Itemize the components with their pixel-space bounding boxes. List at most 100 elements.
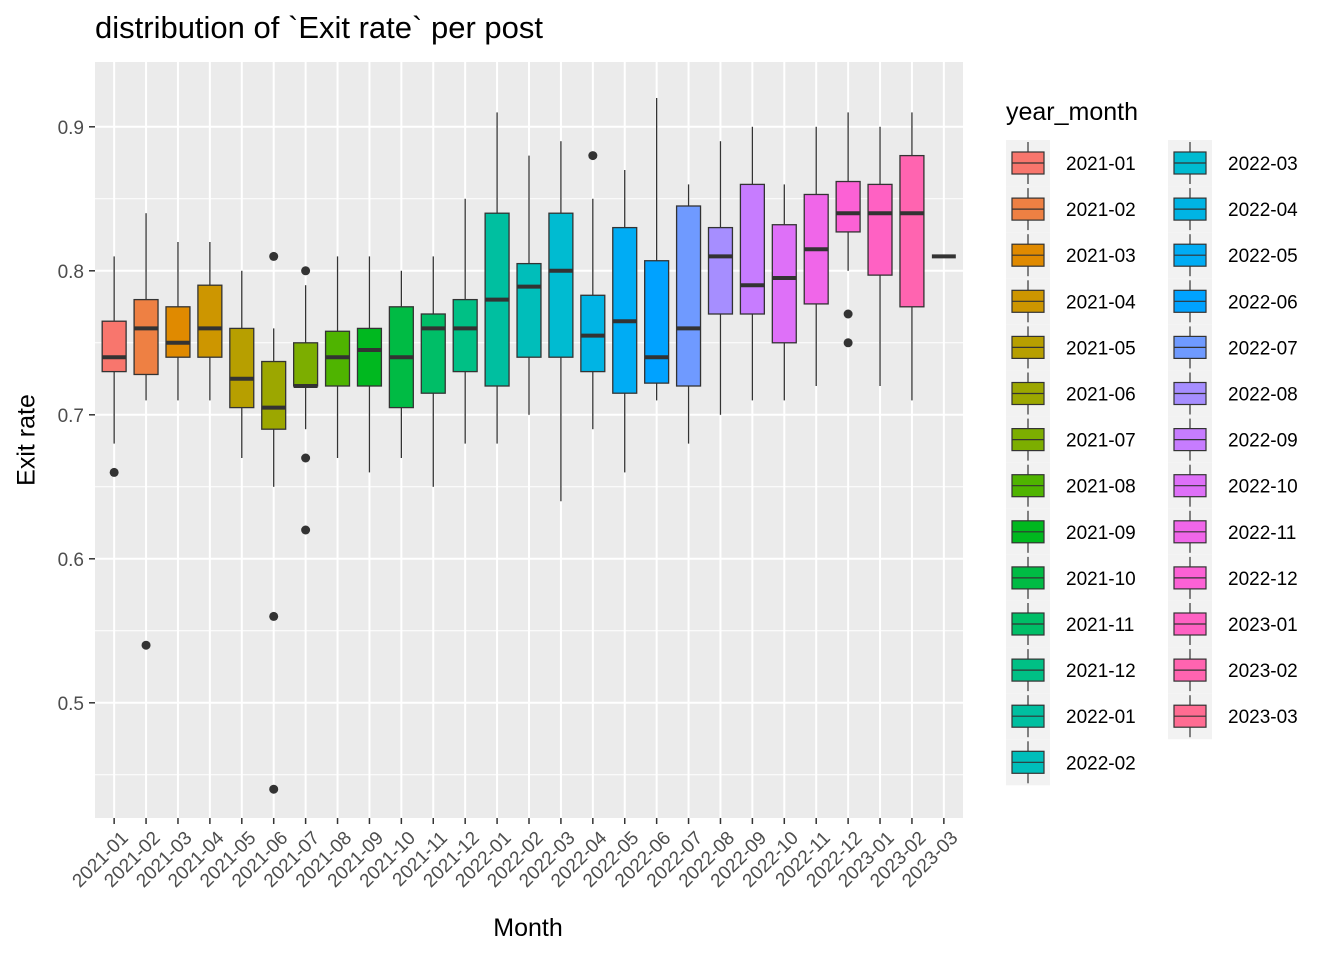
box-iqr bbox=[133, 298, 159, 376]
legend-item-2022-10: 2022-10 bbox=[1168, 462, 1298, 509]
legend-label: 2022-12 bbox=[1228, 569, 1298, 590]
chart-title: distribution of `Exit rate` per post bbox=[95, 10, 543, 45]
box-2021-06 bbox=[261, 251, 287, 794]
box-iqr bbox=[899, 154, 925, 308]
box-iqr bbox=[707, 226, 734, 315]
legend-label: 2023-02 bbox=[1228, 661, 1298, 682]
box-2021-09 bbox=[356, 256, 383, 473]
box-2021-12 bbox=[452, 198, 478, 444]
legend-item-2021-04: 2021-04 bbox=[1006, 278, 1136, 325]
box-iqr bbox=[197, 284, 223, 358]
outlier-point bbox=[301, 453, 311, 463]
legend-label: 2022-10 bbox=[1228, 477, 1298, 498]
x-axis: 2021-012021-022021-032021-042021-052021-… bbox=[69, 818, 962, 892]
box-iqr bbox=[356, 327, 383, 387]
legend-item-2022-02: 2022-02 bbox=[1006, 739, 1136, 786]
box-2022-11 bbox=[803, 126, 829, 386]
box-iqr bbox=[548, 212, 574, 358]
legend-item-2021-02: 2021-02 bbox=[1006, 186, 1136, 233]
legend-item-2022-03: 2022-03 bbox=[1168, 140, 1298, 186]
legend-label: 2021-06 bbox=[1066, 385, 1136, 406]
box-iqr bbox=[229, 327, 255, 409]
legend: 2021-01 2021-02 2021-03 2021-04 2021-05 2021-… bbox=[1006, 140, 1298, 786]
box-2022-12 bbox=[835, 112, 861, 348]
legend-item-2023-03: 2023-03 bbox=[1168, 693, 1298, 740]
legend-item-2023-01: 2023-01 bbox=[1168, 601, 1298, 647]
legend-label: 2022-06 bbox=[1228, 292, 1298, 313]
outlier-point bbox=[301, 525, 311, 535]
grid-major bbox=[95, 62, 963, 818]
box-2022-04 bbox=[580, 151, 606, 430]
box-iqr bbox=[261, 360, 287, 430]
outlier-point bbox=[269, 784, 279, 794]
legend-label: 2021-01 bbox=[1066, 154, 1136, 175]
box-2021-05 bbox=[229, 270, 255, 458]
box-2022-01 bbox=[484, 112, 510, 444]
outlier-point bbox=[588, 151, 598, 161]
box-iqr bbox=[644, 260, 670, 384]
outlier-point bbox=[301, 266, 311, 276]
legend-item-2021-06: 2021-06 bbox=[1006, 370, 1136, 417]
legend-item-2021-11: 2021-11 bbox=[1006, 601, 1134, 647]
legend-item-2022-04: 2022-04 bbox=[1168, 186, 1298, 233]
legend-item-2022-01: 2022-01 bbox=[1006, 693, 1136, 740]
legend-label: 2022-01 bbox=[1066, 707, 1136, 728]
legend-label: 2023-03 bbox=[1228, 707, 1298, 728]
box-2022-05 bbox=[612, 170, 638, 473]
legend-label: 2022-03 bbox=[1228, 154, 1298, 175]
legend-label: 2021-03 bbox=[1066, 246, 1136, 267]
box-iqr bbox=[612, 226, 638, 394]
box-2022-08 bbox=[707, 141, 734, 415]
legend-item-2021-03: 2021-03 bbox=[1006, 232, 1136, 279]
box-2021-11 bbox=[420, 256, 446, 487]
box-iqr bbox=[101, 320, 127, 373]
box-2022-07 bbox=[675, 184, 702, 444]
box-iqr bbox=[771, 224, 797, 344]
outlier-point bbox=[141, 640, 151, 650]
box-iqr bbox=[867, 183, 893, 276]
legend-label: 2022-05 bbox=[1228, 246, 1298, 267]
box-series bbox=[101, 98, 956, 794]
legend-title: year_month bbox=[1006, 98, 1139, 126]
box-2022-02 bbox=[516, 155, 542, 415]
legend-item-2022-08: 2022-08 bbox=[1168, 370, 1298, 417]
box-2023-01 bbox=[867, 126, 893, 386]
legend-label: 2021-05 bbox=[1066, 338, 1136, 359]
y-tick-label: 0.6 bbox=[58, 550, 84, 571]
x-axis-title: Month bbox=[493, 914, 563, 942]
box-2022-09 bbox=[739, 126, 765, 401]
legend-item-2022-07: 2022-07 bbox=[1168, 324, 1298, 371]
legend-item-2022-12: 2022-12 bbox=[1168, 554, 1298, 601]
outlier-point bbox=[269, 251, 279, 261]
box-iqr bbox=[293, 342, 319, 387]
legend-item-2022-06: 2022-06 bbox=[1168, 278, 1298, 325]
box-2023-02 bbox=[899, 112, 925, 401]
legend-label: 2021-10 bbox=[1066, 569, 1136, 590]
box-2021-08 bbox=[324, 256, 351, 458]
legend-item-2023-02: 2023-02 bbox=[1168, 647, 1298, 694]
legend-item-2021-12: 2021-12 bbox=[1006, 647, 1136, 694]
legend-label: 2023-01 bbox=[1228, 615, 1298, 636]
legend-item-2022-09: 2022-09 bbox=[1168, 416, 1298, 463]
legend-label: 2021-02 bbox=[1066, 200, 1136, 221]
box-iqr bbox=[452, 298, 478, 373]
box-2021-03 bbox=[165, 242, 191, 401]
box-2021-01 bbox=[101, 256, 127, 477]
y-axis: 0.5 0.6 0.7 0.8 0.9 bbox=[58, 118, 95, 715]
legend-item-2022-11: 2022-11 bbox=[1168, 508, 1296, 555]
box-iqr bbox=[516, 262, 542, 358]
box-2021-02 bbox=[133, 213, 159, 650]
legend-item-2021-08: 2021-08 bbox=[1006, 462, 1136, 509]
legend-label: 2021-12 bbox=[1066, 661, 1136, 682]
legend-item-2021-09: 2021-09 bbox=[1006, 508, 1136, 555]
outlier-point bbox=[843, 338, 853, 348]
box-iqr bbox=[739, 183, 765, 315]
box-iqr bbox=[675, 205, 702, 387]
box-2021-10 bbox=[388, 270, 414, 458]
legend-label: 2022-08 bbox=[1228, 385, 1298, 406]
legend-label: 2022-11 bbox=[1228, 523, 1296, 544]
box-iqr bbox=[580, 294, 606, 373]
outlier-point bbox=[109, 467, 119, 477]
legend-label: 2021-11 bbox=[1066, 615, 1134, 636]
